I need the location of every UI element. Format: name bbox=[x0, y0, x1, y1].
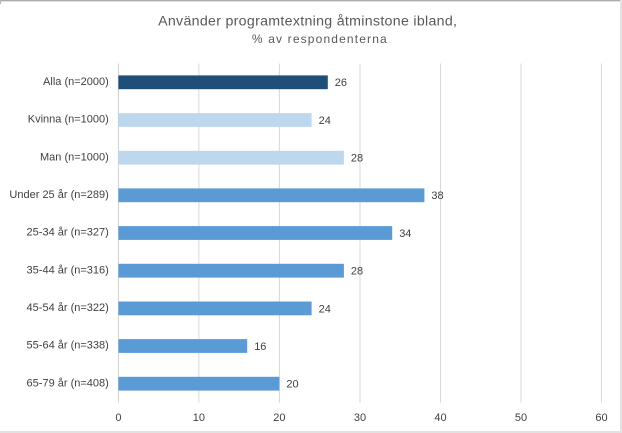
svg-text:40: 40 bbox=[434, 412, 446, 424]
svg-text:24: 24 bbox=[319, 115, 331, 127]
svg-text:Kvinna (n=1000): Kvinna (n=1000) bbox=[28, 114, 109, 126]
svg-text:Alla (n=2000): Alla (n=2000) bbox=[43, 76, 109, 88]
svg-text:30: 30 bbox=[354, 412, 366, 424]
svg-text:28: 28 bbox=[351, 266, 363, 278]
svg-text:38: 38 bbox=[431, 190, 443, 202]
svg-text:34: 34 bbox=[399, 228, 411, 240]
svg-text:26: 26 bbox=[335, 77, 347, 89]
svg-text:20: 20 bbox=[273, 412, 285, 424]
svg-text:65-79 år (n=408): 65-79 år (n=408) bbox=[27, 377, 109, 389]
svg-text:0: 0 bbox=[115, 412, 121, 424]
svg-text:Använder programtextning åtmin: Använder programtextning åtminstone ibla… bbox=[158, 13, 457, 29]
svg-text:20: 20 bbox=[286, 379, 298, 391]
svg-text:45-54 år (n=322): 45-54 år (n=322) bbox=[27, 302, 109, 314]
svg-text:24: 24 bbox=[319, 303, 331, 315]
svg-text:35-44 år (n=316): 35-44 år (n=316) bbox=[27, 264, 109, 276]
svg-text:10: 10 bbox=[193, 412, 205, 424]
svg-text:16: 16 bbox=[254, 341, 266, 353]
svg-text:% av respondenterna: % av respondenterna bbox=[252, 32, 388, 46]
svg-text:60: 60 bbox=[595, 412, 607, 424]
svg-text:28: 28 bbox=[351, 153, 363, 165]
svg-text:50: 50 bbox=[515, 412, 527, 424]
svg-text:Under 25 år (n=289): Under 25 år (n=289) bbox=[9, 189, 108, 201]
svg-text:Man (n=1000): Man (n=1000) bbox=[40, 151, 109, 163]
svg-text:25-34 år (n=327): 25-34 år (n=327) bbox=[27, 227, 109, 239]
svg-text:55-64 år (n=338): 55-64 år (n=338) bbox=[27, 340, 109, 352]
